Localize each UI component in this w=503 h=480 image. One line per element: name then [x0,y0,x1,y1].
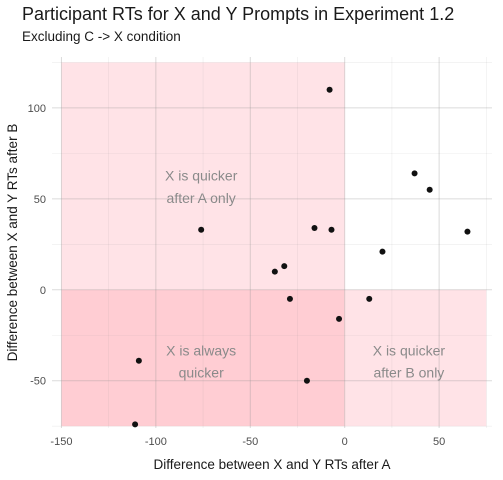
region-label-line: after A only [167,190,236,206]
data-point [303,377,310,384]
data-point [286,295,293,302]
y-tick-label: 100 [28,103,46,115]
data-point [464,228,471,235]
region-1 [61,289,345,427]
data-point [281,263,288,270]
data-point [426,186,433,193]
shaded-regions [61,62,487,427]
data-point [366,295,373,302]
region-label-2: X is quicker after B only [373,342,446,380]
region-label-0: X is quicker after A only [165,168,238,206]
region-0 [61,62,345,290]
data-point [132,421,139,428]
data-point [311,224,318,231]
y-tick-label: 50 [34,194,46,206]
x-tick-label: 50 [433,436,445,448]
data-point [379,248,386,255]
gridlines [52,57,492,428]
y-axis-ticks: -50 0 50 100 [28,103,46,388]
data-point [411,170,418,177]
data-point [336,315,343,322]
data-points [132,86,471,428]
data-point [326,86,333,93]
data-point [271,268,278,275]
x-axis-title: Difference between X and Y RTs after A [154,457,391,472]
y-axis-title: Difference between X and Y RTs after B [5,124,20,362]
chart-title: Participant RTs for X and Y Prompts in E… [22,4,455,24]
x-axis-ticks: -150 -100 -50 0 50 [50,436,445,448]
region-label-line: X is always [166,342,236,358]
y-tick-label: 0 [40,285,46,297]
data-point [198,226,205,233]
region-label-1: X is always quicker [166,342,236,380]
region-label-line: X is quicker [165,168,238,184]
data-point [328,226,335,233]
region-2 [344,289,487,427]
x-tick-label: -150 [50,436,72,448]
y-tick-label: -50 [30,376,46,388]
x-tick-label: -100 [145,436,167,448]
x-tick-label: 0 [342,436,348,448]
region-label-line: after B only [373,365,444,381]
chart-subtitle: Excluding C -> X condition [22,29,181,44]
region-label-line: X is quicker [373,342,446,358]
region-labels: X is quicker after A only X is always quick… [165,168,445,381]
region-label-line: quicker [179,365,224,381]
x-tick-label: -50 [242,436,258,448]
data-point [135,357,142,364]
